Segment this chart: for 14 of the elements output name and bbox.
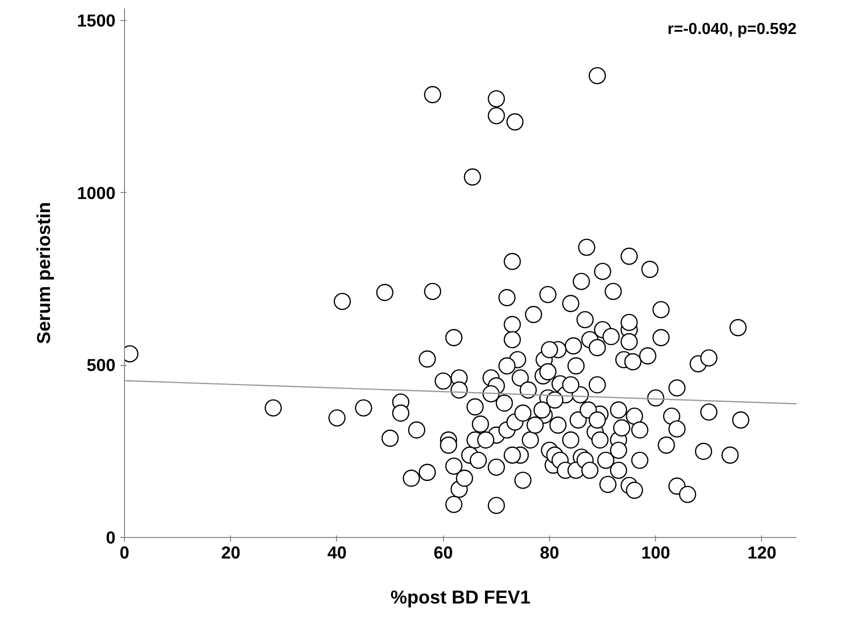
x-axis-title: %post BD FEV1: [390, 586, 530, 608]
y-tick-label: 0: [106, 528, 116, 548]
x-tick-label: 40: [327, 542, 347, 562]
y-tick-label: 1000: [76, 182, 116, 203]
y-axis-title: Serum periostin: [32, 202, 54, 344]
x-tick-label: 0: [120, 542, 130, 562]
x-tick-label: 80: [540, 542, 560, 562]
annotation: r=-0.040, p=0.592: [668, 21, 797, 38]
x-tick-label: 120: [748, 542, 776, 562]
x-tick-label: 20: [221, 542, 240, 562]
x-tick-label: 60: [434, 542, 453, 562]
x-tick-label: 100: [641, 542, 670, 562]
y-tick-label: 1500: [76, 10, 116, 31]
y-tick-label: 500: [86, 355, 116, 376]
